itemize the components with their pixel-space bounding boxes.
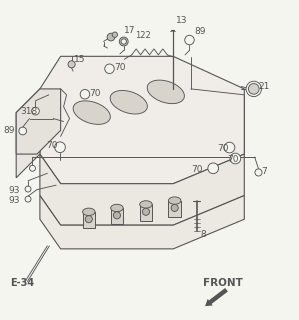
Circle shape <box>55 142 65 153</box>
Text: 17: 17 <box>124 26 136 35</box>
Text: 21: 21 <box>259 82 270 91</box>
Ellipse shape <box>83 208 95 216</box>
Polygon shape <box>40 56 244 184</box>
Circle shape <box>230 153 241 164</box>
Ellipse shape <box>110 91 147 114</box>
Text: 70: 70 <box>89 89 100 98</box>
Circle shape <box>142 208 150 215</box>
Polygon shape <box>16 89 40 178</box>
Text: 89: 89 <box>194 27 205 36</box>
Ellipse shape <box>147 80 184 104</box>
Text: FRONT: FRONT <box>203 278 243 288</box>
Circle shape <box>112 32 118 37</box>
Text: 13: 13 <box>176 16 188 25</box>
Circle shape <box>80 90 90 99</box>
Circle shape <box>208 163 219 174</box>
Circle shape <box>248 84 259 94</box>
Text: 70: 70 <box>46 141 58 150</box>
Ellipse shape <box>73 101 110 124</box>
Text: E-34: E-34 <box>10 278 34 288</box>
Polygon shape <box>40 196 244 249</box>
Polygon shape <box>40 154 244 225</box>
Text: 318: 318 <box>20 107 37 116</box>
Circle shape <box>119 37 128 46</box>
Ellipse shape <box>111 204 123 212</box>
Text: 8: 8 <box>200 229 206 238</box>
Text: 70: 70 <box>227 156 239 164</box>
Text: 70: 70 <box>191 165 202 174</box>
Polygon shape <box>140 204 152 221</box>
FancyArrow shape <box>205 288 228 306</box>
Polygon shape <box>83 212 95 228</box>
Text: 7: 7 <box>261 167 267 176</box>
Circle shape <box>25 196 31 202</box>
Circle shape <box>113 212 120 219</box>
Ellipse shape <box>168 197 181 204</box>
Circle shape <box>30 165 36 171</box>
Polygon shape <box>168 201 181 217</box>
Text: 70: 70 <box>115 63 126 72</box>
Polygon shape <box>111 208 123 224</box>
Circle shape <box>107 33 115 41</box>
Polygon shape <box>16 89 61 154</box>
Circle shape <box>224 142 235 153</box>
Circle shape <box>171 204 178 212</box>
Circle shape <box>246 81 261 97</box>
Text: 70: 70 <box>218 144 229 153</box>
Text: 93: 93 <box>9 196 20 205</box>
Text: 15: 15 <box>74 55 86 64</box>
Circle shape <box>68 61 75 68</box>
Circle shape <box>121 39 126 44</box>
Circle shape <box>185 35 194 45</box>
Circle shape <box>19 127 27 135</box>
Circle shape <box>25 186 31 192</box>
Ellipse shape <box>140 201 152 208</box>
Circle shape <box>255 169 262 176</box>
Text: 89: 89 <box>4 126 15 135</box>
Text: 93: 93 <box>9 186 20 195</box>
Circle shape <box>32 107 39 115</box>
Circle shape <box>85 216 92 223</box>
Circle shape <box>105 64 114 74</box>
Text: 122: 122 <box>135 31 151 40</box>
